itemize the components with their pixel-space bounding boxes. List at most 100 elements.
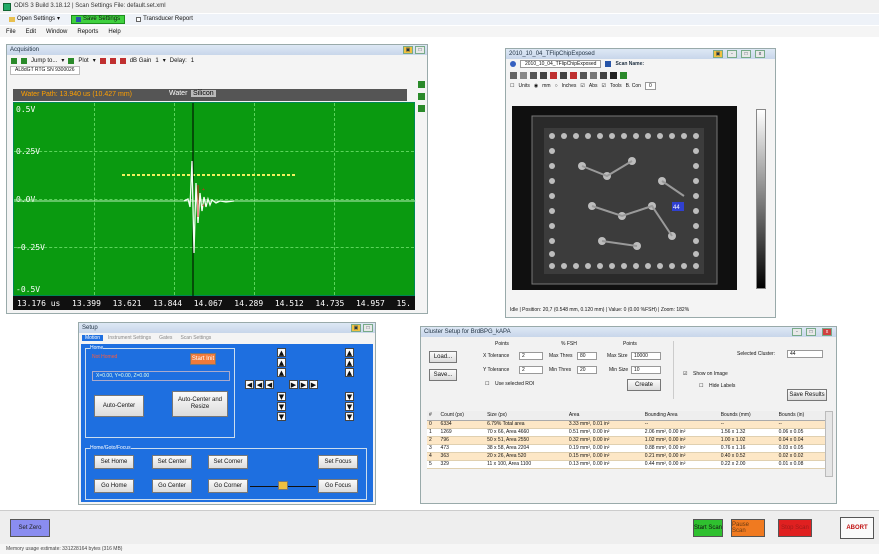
maximize-button[interactable]: □ [415, 46, 425, 54]
table-row[interactable]: 0 6334 6.79% Total area 3.33 mm², 0.01 in² -… [427, 420, 827, 429]
create-button[interactable]: Create [627, 379, 661, 391]
side-icon-1[interactable] [418, 81, 425, 88]
b-con-input[interactable]: 0 [644, 82, 656, 90]
minimize-button[interactable]: - [792, 328, 802, 336]
file-name-field[interactable]: 2010_10_04_TFlipChipExposed [520, 60, 602, 68]
side-icon-2[interactable] [418, 93, 425, 100]
minimize-button[interactable]: - [727, 50, 737, 58]
tool-icon[interactable] [530, 71, 537, 79]
jog-z-up-icon[interactable]: ▲ [345, 348, 354, 357]
min-thres-input[interactable]: 20 [577, 366, 597, 374]
max-size-input[interactable]: 10000 [631, 352, 661, 360]
jog-z-up-small-icon[interactable]: ▲ [345, 358, 354, 367]
start-init-button[interactable]: Start Init [190, 353, 216, 365]
tools-checkbox[interactable]: ☑ [601, 83, 606, 89]
use-roi-checkbox[interactable]: ☐ [485, 381, 490, 387]
start-scan-button[interactable]: Start Scan [693, 519, 723, 537]
plot-icon[interactable] [68, 57, 75, 64]
tool-icon[interactable] [520, 71, 527, 79]
save-settings-button[interactable]: Save Settings [71, 15, 126, 24]
jog-y-up-fine-icon[interactable]: ▲ [277, 368, 286, 377]
chevron-down-icon[interactable]: ▾ [92, 58, 96, 64]
y-tolerance-input[interactable]: 2 [519, 366, 543, 374]
transducer-report-button[interactable]: Transducer Report [131, 15, 198, 24]
abort-button[interactable]: ABORT [840, 517, 874, 539]
jog-y-down-fine-icon[interactable]: ▼ [277, 392, 286, 401]
tool-icon[interactable] [600, 71, 607, 79]
menu-edit[interactable]: Edit [25, 28, 37, 35]
tab-scan-settings[interactable]: Scan Settings [180, 335, 212, 341]
jog-y-down-icon[interactable]: ▼ [277, 412, 286, 421]
jog-x-left-icon[interactable]: ◀ [245, 380, 254, 389]
restore-button[interactable]: ▣ [713, 50, 723, 58]
go-focus-button[interactable]: Go Focus [318, 479, 358, 493]
set-home-button[interactable]: Set Home [94, 455, 134, 469]
jog-x-right-fine-icon[interactable]: ▶ [289, 380, 298, 389]
mm-radio[interactable]: ◉ [533, 83, 539, 89]
jump-to-button[interactable]: Jump to... [31, 57, 58, 64]
abs-checkbox[interactable]: ☑ [580, 83, 585, 89]
table-row[interactable]: 5 329 11 x 100, Area 1100 0.13 mm², 0.00 in… [427, 460, 827, 469]
restore-button[interactable]: ▣ [403, 46, 413, 54]
max-thres-input[interactable]: 80 [577, 352, 597, 360]
db-gain-value[interactable]: 1 [155, 57, 159, 64]
jog-x-right-small-icon[interactable]: ▶ [299, 380, 308, 389]
jog-y-down-small-icon[interactable]: ▼ [277, 402, 286, 411]
menu-reports[interactable]: Reports [77, 28, 99, 35]
go-corner-button[interactable]: Go Corner [208, 479, 248, 493]
set-corner-button[interactable]: Set Corner [208, 455, 248, 469]
c-scan-image[interactable]: 44 [512, 106, 737, 290]
jog-z-up-fine-icon[interactable]: ▲ [345, 368, 354, 377]
side-icon-3[interactable] [418, 105, 425, 112]
tool-icon[interactable] [580, 71, 587, 79]
col-bounds-in[interactable]: Bounds (in) [776, 411, 827, 421]
save-results-button[interactable]: Save Results [787, 389, 827, 401]
col-size[interactable]: Size (px) [485, 411, 567, 421]
jog-z-down-icon[interactable]: ▼ [345, 412, 354, 421]
set-focus-button[interactable]: Set Focus [318, 455, 358, 469]
jog-y-up-icon[interactable]: ▲ [277, 348, 286, 357]
units-checkbox[interactable]: ☐ [510, 83, 515, 89]
go-home-button[interactable]: Go Home [94, 479, 134, 493]
close-button[interactable]: x [822, 328, 832, 336]
auto-center-button[interactable]: Auto-Center [94, 395, 144, 417]
pause-scan-button[interactable]: Pause Scan [731, 519, 765, 537]
tool-icon[interactable] [560, 71, 567, 79]
set-center-button[interactable]: Set Center [152, 455, 192, 469]
table-row[interactable]: 3 473 38 x 58, Area 2204 0.19 mm², 0.00 in²… [427, 444, 827, 453]
restore-button[interactable]: ▣ [351, 324, 361, 332]
col-index[interactable]: # [427, 411, 439, 421]
go-center-button[interactable]: Go Center [152, 479, 192, 493]
delay-value[interactable]: 1 [190, 57, 195, 64]
jog-x-left-fine-icon[interactable]: ◀ [265, 380, 274, 389]
tool-icon[interactable] [510, 71, 517, 79]
open-settings-button[interactable]: Open Settings ▾ [4, 15, 65, 24]
pointer-icon[interactable] [610, 71, 617, 79]
table-row[interactable]: 2 796 50 x 51, Area 2550 0.32 mm², 0.00 in²… [427, 436, 827, 445]
flag-icon[interactable] [109, 57, 116, 64]
material-water[interactable]: Water [169, 90, 188, 97]
save-icon[interactable] [605, 61, 612, 67]
a-scan-plot[interactable]: 0.5V 0.25V 0.0V -0.25V -0.5V + + [13, 102, 416, 297]
link-icon[interactable] [278, 481, 288, 490]
load-button[interactable]: Load... [429, 351, 457, 363]
set-zero-button[interactable]: Set Zero [10, 519, 50, 537]
jog-x-left-small-icon[interactable]: ◀ [255, 380, 264, 389]
menu-file[interactable]: File [6, 28, 16, 35]
menu-help[interactable]: Help [108, 28, 121, 35]
table-row[interactable]: 1 1269 70 x 66, Area 4660 0.51 mm², 0.00 in… [427, 428, 827, 437]
table-scrollbar[interactable] [825, 411, 833, 477]
x-tolerance-input[interactable]: 2 [519, 352, 543, 360]
table-row[interactable]: 4 363 20 x 26, Area 520 0.15 mm², 0.00 in² 0… [427, 452, 827, 461]
selected-cluster-input[interactable]: 44 [787, 350, 823, 358]
maximize-button[interactable]: □ [806, 328, 816, 336]
col-bounding-area[interactable]: Bounding Area [642, 411, 719, 421]
tool-icon[interactable] [550, 71, 557, 79]
close-button[interactable]: x [755, 50, 765, 58]
inches-radio[interactable]: ○ [554, 83, 558, 89]
chevron-down-icon[interactable]: ▾ [162, 58, 166, 64]
tool-icon[interactable] [620, 71, 627, 79]
maximize-button[interactable]: □ [741, 50, 751, 58]
show-on-image-checkbox[interactable]: ☑ [683, 371, 688, 377]
stop-scan-button[interactable]: Stop Scan [778, 519, 812, 537]
